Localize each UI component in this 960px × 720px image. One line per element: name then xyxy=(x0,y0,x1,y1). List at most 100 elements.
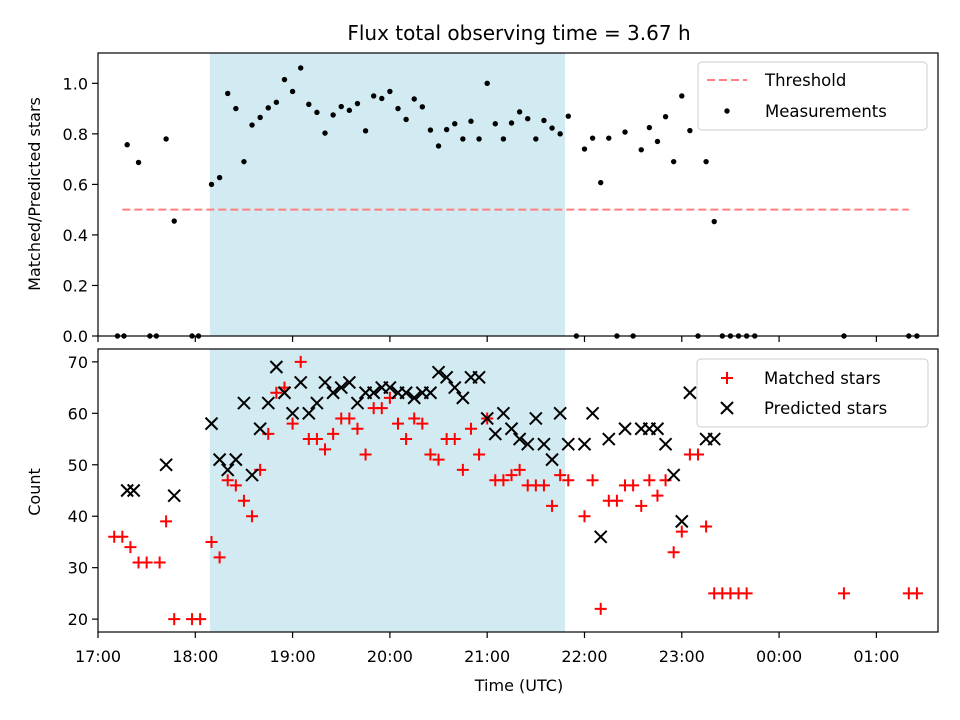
measurement-point xyxy=(703,158,709,165)
measurement-point xyxy=(171,218,177,224)
predicted-star-point xyxy=(683,386,697,400)
matched-star-point xyxy=(448,433,461,446)
matched-star-point xyxy=(635,499,648,512)
x-tick-label: 21:00 xyxy=(464,647,510,666)
measurement-point xyxy=(492,121,498,127)
measurement-point xyxy=(163,136,169,142)
bottom-legend: Matched stars Predicted stars xyxy=(696,358,929,428)
measurement-point xyxy=(435,143,442,149)
predicted-star-point xyxy=(159,458,173,472)
predicted-star-point xyxy=(120,483,134,498)
measurement-point xyxy=(443,126,450,133)
measurement-point xyxy=(500,136,507,142)
matched-star-point xyxy=(140,556,153,569)
measurement-point xyxy=(670,158,677,165)
measurement-point xyxy=(654,138,661,145)
y-tick-label: 0.8 xyxy=(63,125,88,144)
measurement-point xyxy=(516,109,523,115)
matched-star-point xyxy=(513,463,526,476)
measurement-point xyxy=(646,124,653,131)
predicted-stars-legend-swatch xyxy=(720,401,734,415)
matched-star-point xyxy=(310,433,323,446)
predicted-star-point xyxy=(496,406,511,421)
x-tick-label: 20:00 xyxy=(367,647,413,666)
measurement-point xyxy=(589,135,596,141)
predicted-star-point xyxy=(334,380,348,395)
measurement-point xyxy=(541,117,547,124)
matched-star-point xyxy=(327,427,340,440)
measurement-point xyxy=(411,96,417,102)
measurement-point xyxy=(533,136,539,142)
predicted-star-point xyxy=(269,360,284,374)
measurement-point xyxy=(233,105,239,112)
measurement-point xyxy=(476,136,482,142)
measurement-point xyxy=(241,158,247,165)
top-legend: Threshold Measurements xyxy=(697,61,928,131)
matched-star-point xyxy=(319,443,332,456)
predicted-star-point xyxy=(666,468,681,482)
predicted-star-point xyxy=(675,514,689,529)
matched-star-point xyxy=(505,469,518,482)
predicted-star-point xyxy=(537,437,551,451)
matched-star-point xyxy=(837,587,850,600)
predicted-star-point xyxy=(488,427,503,441)
measurement-point xyxy=(379,95,385,102)
bottom-y-ticks: 20 30 40 50 60 70 xyxy=(68,353,98,629)
x-tick-label: 00:00 xyxy=(756,647,802,666)
measurement-point xyxy=(330,112,336,118)
x-tick-label: 01:00 xyxy=(853,647,899,666)
observing-interval-shade xyxy=(209,53,566,336)
predicted-star-point xyxy=(658,437,673,451)
matched-star-point xyxy=(116,530,129,543)
predicted-star-point xyxy=(204,416,219,431)
measurement-point xyxy=(225,90,231,97)
predicted-star-point xyxy=(448,380,462,395)
top-y-axis-label: Matched/Predicted stars xyxy=(25,97,44,291)
measurement-point xyxy=(484,80,490,87)
matched-star-point xyxy=(194,613,207,626)
predicted-star-point xyxy=(431,365,446,379)
matched-star-point xyxy=(153,556,166,569)
matched-star-point xyxy=(270,386,283,399)
measurement-point xyxy=(662,113,669,120)
x-axis-label: Time (UTC) xyxy=(474,676,563,695)
matched-star-point xyxy=(424,448,437,461)
measurement-point xyxy=(257,114,263,121)
top-axes-frame xyxy=(97,52,939,337)
matched-star-point xyxy=(554,469,567,482)
measurement-point xyxy=(362,128,369,134)
measurements-legend-label: Measurements xyxy=(765,102,887,121)
measurement-point xyxy=(468,118,474,124)
matched-star-point xyxy=(464,422,477,435)
predicted-star-point xyxy=(293,375,308,390)
measurement-point xyxy=(298,65,304,71)
matched-star-point xyxy=(692,448,704,461)
predicted-star-point xyxy=(423,386,438,400)
measurement-point xyxy=(387,88,393,95)
measurement-point xyxy=(403,116,409,123)
y-tick-label: 0.2 xyxy=(63,276,88,295)
predicted-star-point xyxy=(167,488,181,503)
matched-star-point xyxy=(546,499,559,512)
matched-star-point xyxy=(910,587,923,600)
predicted-star-point xyxy=(504,422,519,436)
x-tick-label: 23:00 xyxy=(659,647,705,666)
matched-star-point xyxy=(286,417,299,430)
measurement-point xyxy=(549,125,555,131)
predicted-star-point xyxy=(512,432,527,446)
predicted-star-point xyxy=(456,391,470,405)
measurement-point xyxy=(427,127,434,133)
matched-star-point xyxy=(643,474,656,487)
x-tick-label: 22:00 xyxy=(561,647,607,666)
predicted-star-point xyxy=(407,391,421,405)
predicted-star-point xyxy=(366,386,381,400)
observing-interval-shade xyxy=(209,349,566,632)
measurement-point xyxy=(508,120,515,126)
matched-star-point xyxy=(432,453,445,466)
matched-star-point xyxy=(229,479,242,492)
predicted-star-point xyxy=(650,422,665,436)
measurement-point xyxy=(265,105,271,111)
measurement-point xyxy=(124,142,130,148)
chart-title: Flux total observing time = 3.67 h xyxy=(347,21,690,45)
